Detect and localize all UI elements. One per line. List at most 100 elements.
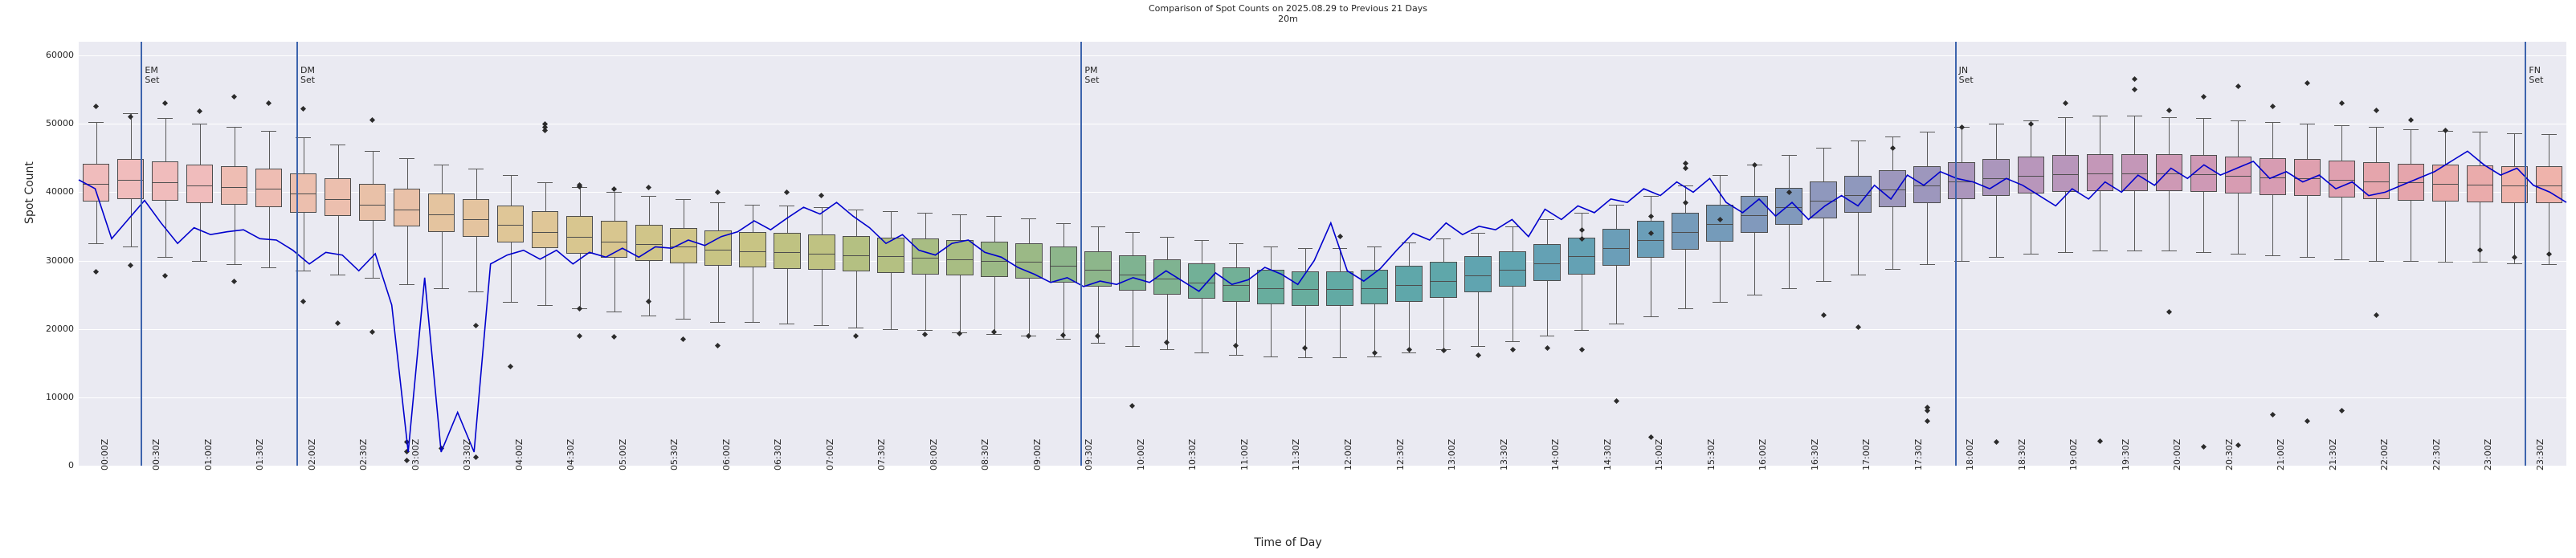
x-tick-label: 01:30Z — [255, 438, 266, 470]
box — [946, 239, 974, 276]
box-whisker-cap — [2369, 127, 2384, 128]
y-tick-label: 40000 — [46, 186, 74, 198]
box-whisker-cap — [365, 277, 380, 279]
box — [427, 193, 455, 232]
box-median — [635, 244, 663, 246]
box-whisker-cap — [1781, 287, 1797, 289]
x-tick-label: 13:00Z — [1447, 438, 1458, 470]
annotation-line — [1954, 42, 1957, 466]
box-median — [2500, 185, 2529, 186]
box-whisker-cap — [2023, 254, 2039, 255]
x-tick-label: 22:00Z — [2379, 438, 2390, 470]
box-whisker-cap — [2300, 257, 2315, 259]
box-whisker-cap — [399, 157, 415, 159]
box-whisker-cap — [1919, 263, 1935, 265]
box-median — [289, 193, 317, 195]
box-whisker-cap — [2507, 133, 2522, 135]
x-tick-label: 05:00Z — [617, 438, 628, 470]
box — [116, 159, 145, 199]
box — [843, 235, 870, 272]
annotation-line — [2525, 42, 2527, 466]
box-median — [2535, 185, 2563, 186]
x-tick-label: 20:30Z — [2223, 438, 2235, 470]
box-whisker-cap — [1504, 226, 1521, 227]
x-tick-label: 21:30Z — [2327, 438, 2338, 470]
box-whisker-cap — [2472, 262, 2488, 263]
box-whisker-cap — [606, 192, 623, 193]
box-whisker-cap — [88, 122, 104, 124]
x-tick-label: 23:00Z — [2483, 438, 2494, 470]
box-whisker-cap — [157, 118, 173, 120]
box-median — [1050, 266, 1077, 267]
box-whisker-cap — [123, 113, 138, 115]
annotation-line — [1080, 42, 1083, 466]
box-whisker-cap — [2264, 122, 2280, 124]
box-whisker-cap — [2403, 129, 2419, 130]
box-whisker-cap — [2369, 260, 2384, 262]
box-whisker-cap — [1194, 352, 1210, 354]
x-tick-label: 18:30Z — [2016, 438, 2027, 470]
box-whisker-cap — [2507, 263, 2522, 264]
box-whisker-cap — [1297, 248, 1313, 250]
box — [877, 237, 904, 273]
box-whisker-cap — [399, 284, 415, 286]
box-median — [462, 219, 490, 221]
box-median — [82, 184, 110, 185]
box — [565, 216, 594, 254]
box — [2362, 161, 2390, 199]
x-tick-label: 15:00Z — [1654, 438, 1665, 470]
box — [1706, 204, 1733, 242]
box — [912, 238, 939, 275]
box-median — [1568, 256, 1595, 258]
box-whisker-cap — [1677, 308, 1693, 310]
box — [1810, 181, 1837, 218]
box-whisker-cap — [745, 204, 761, 206]
x-axis-label: Time of Day — [1254, 536, 1322, 549]
box — [151, 161, 179, 201]
box-whisker-cap — [710, 322, 726, 324]
x-tick-label: 22:30Z — [2431, 438, 2442, 470]
box-median — [1775, 207, 1802, 209]
box-whisker-cap — [2334, 259, 2349, 260]
box-median — [2328, 180, 2356, 181]
box — [462, 198, 490, 237]
box-whisker-cap — [2092, 250, 2108, 251]
box-whisker-cap — [917, 330, 933, 332]
box-whisker-cap — [986, 334, 1002, 336]
box — [289, 173, 317, 213]
x-tick-label: 16:00Z — [1757, 438, 1769, 470]
box-whisker-cap — [1090, 226, 1106, 227]
box-whisker-cap — [883, 328, 899, 330]
box-whisker-cap — [1055, 222, 1072, 224]
box — [1223, 267, 1250, 302]
gridline — [79, 192, 2566, 193]
box-whisker-cap — [1159, 236, 1175, 238]
box-median — [2397, 182, 2425, 184]
box — [2293, 159, 2321, 197]
box-whisker-cap — [1608, 204, 1624, 206]
box-whisker-cap — [227, 263, 242, 265]
box-whisker-cap — [745, 322, 761, 324]
box-whisker-cap — [1539, 219, 1555, 221]
box — [2535, 165, 2563, 203]
box-whisker-cap — [192, 260, 207, 262]
x-tick-label: 16:30Z — [1809, 438, 1820, 470]
box-whisker-cap — [814, 325, 830, 327]
box-whisker-cap — [1297, 357, 1313, 359]
box-median — [1672, 231, 1699, 233]
box — [2259, 157, 2287, 195]
box-median — [1084, 270, 1112, 271]
box — [496, 206, 525, 243]
x-tick-label: 09:00Z — [1031, 438, 1043, 470]
box-whisker-cap — [503, 301, 519, 303]
annotation-line — [141, 42, 143, 466]
box-median — [1015, 262, 1043, 263]
box-median — [1223, 285, 1250, 287]
box — [1430, 262, 1457, 298]
box-whisker-cap — [1332, 357, 1348, 359]
box — [808, 234, 835, 271]
box-median — [2155, 173, 2183, 174]
y-tick-label: 10000 — [46, 391, 74, 402]
box — [1188, 263, 1215, 299]
